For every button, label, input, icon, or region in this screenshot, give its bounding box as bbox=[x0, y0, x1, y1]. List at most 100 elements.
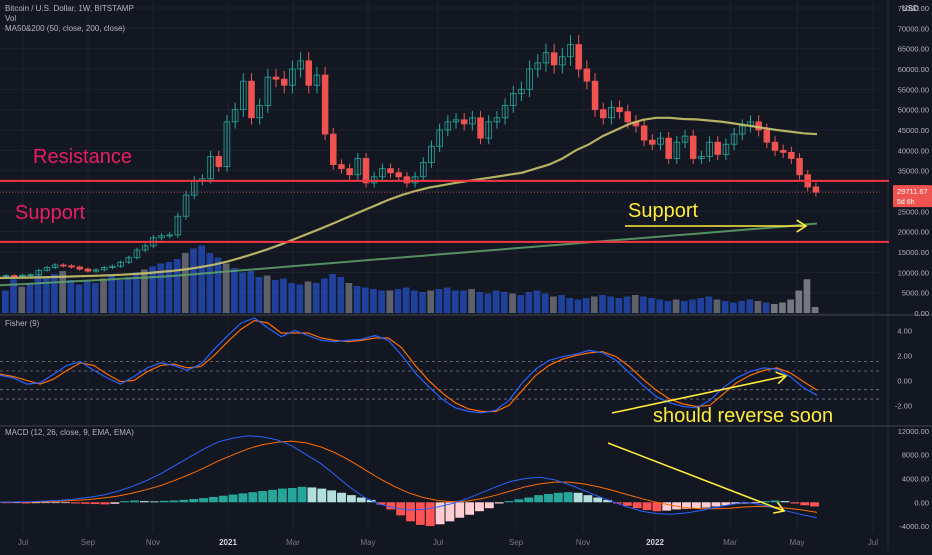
candle-body bbox=[460, 119, 468, 125]
candle-body bbox=[411, 176, 419, 184]
symbol-title: Bitcoin / U.S. Dollar, 1W, BITSTAMP bbox=[5, 4, 134, 13]
candle-body bbox=[100, 267, 108, 271]
candle-body bbox=[550, 52, 558, 66]
candle-body bbox=[109, 265, 116, 268]
price-axis[interactable]: 75000.00 70000.00 65000.00 60000.00 55000.00… bbox=[893, 4, 932, 531]
candle-body bbox=[477, 117, 484, 139]
macd-panel[interactable] bbox=[0, 435, 819, 527]
volume-bar bbox=[124, 277, 132, 313]
volume-bar bbox=[214, 257, 222, 313]
volume-bar bbox=[312, 283, 320, 313]
macd-histogram-bar bbox=[356, 497, 366, 503]
volume-bar bbox=[574, 299, 582, 313]
volume-bar bbox=[631, 295, 639, 313]
volume-bar bbox=[165, 262, 173, 313]
candle-body bbox=[133, 249, 141, 259]
volume-bar bbox=[762, 302, 770, 313]
fisher-arrow-head bbox=[775, 371, 788, 385]
volume-bar bbox=[296, 284, 304, 313]
macd-histogram-bar bbox=[100, 502, 110, 505]
candle-body bbox=[788, 151, 795, 159]
macd-histogram-bar bbox=[159, 500, 169, 503]
volume-bar bbox=[500, 292, 508, 313]
macd-histogram-bar bbox=[622, 502, 632, 506]
time-tick-label: Jul bbox=[433, 538, 443, 547]
support-annotation-left[interactable]: Support bbox=[15, 202, 85, 224]
macd-histogram-bar bbox=[711, 502, 721, 507]
volume-bar bbox=[91, 283, 99, 313]
macd-histogram-bar bbox=[780, 501, 790, 503]
volume-bar bbox=[435, 289, 443, 313]
macd-arrow[interactable] bbox=[607, 442, 785, 512]
volume-bar bbox=[664, 301, 672, 313]
candle-body bbox=[420, 162, 427, 178]
candle-body bbox=[526, 68, 533, 90]
macd-histogram-bar bbox=[346, 495, 356, 503]
candle-body bbox=[714, 141, 722, 155]
volume-bar bbox=[484, 293, 492, 313]
candle-body bbox=[428, 145, 435, 163]
volume-bar bbox=[304, 281, 312, 313]
volume-bar bbox=[34, 275, 42, 313]
volume-bar bbox=[173, 259, 181, 313]
volume-label: Vol bbox=[5, 14, 17, 23]
time-axis[interactable]: Jul Sep Nov 2021 Mar May Jul Sep Nov 2022 Mar May Ju… bbox=[18, 538, 878, 547]
candle-body bbox=[509, 93, 517, 107]
price-tick-label: 65000.00 bbox=[898, 45, 929, 54]
macd-histogram-bar bbox=[130, 500, 139, 503]
price-panel[interactable] bbox=[0, 35, 889, 313]
resistance-annotation[interactable]: Resistance bbox=[33, 146, 132, 168]
volume-bar bbox=[754, 301, 762, 313]
candle-body bbox=[297, 60, 304, 70]
ma50-line bbox=[0, 116, 818, 280]
volume-bar bbox=[222, 263, 230, 313]
candle-body bbox=[567, 44, 574, 58]
macd-histogram-bar bbox=[563, 492, 573, 503]
candle-body bbox=[215, 156, 223, 168]
candle-body bbox=[796, 158, 803, 176]
macd-histogram-bar bbox=[534, 495, 544, 503]
annotation-layer[interactable]: Resistance Support Support should reverse s… bbox=[15, 146, 833, 514]
candle-body bbox=[583, 68, 591, 82]
fisher-arrow[interactable] bbox=[611, 375, 787, 414]
macd-histogram-bar bbox=[61, 502, 70, 504]
macd-histogram-bar bbox=[90, 502, 100, 505]
fisher-annotation[interactable]: should reverse soon bbox=[653, 405, 833, 427]
candle-body bbox=[141, 245, 149, 251]
candle-body bbox=[362, 158, 370, 184]
time-tick-label: Sep bbox=[81, 538, 96, 547]
candle-body bbox=[624, 111, 632, 123]
volume-bar bbox=[443, 287, 451, 313]
volume-bar bbox=[721, 301, 729, 313]
fisher-panel[interactable] bbox=[0, 317, 880, 414]
volume-bar bbox=[10, 279, 17, 313]
volume-bar bbox=[51, 274, 58, 313]
candle-body bbox=[27, 274, 34, 277]
candle-body bbox=[575, 44, 582, 70]
volume-bar bbox=[746, 299, 754, 313]
candle-body bbox=[559, 56, 566, 66]
volume-bar bbox=[492, 290, 500, 313]
candle-body bbox=[395, 172, 402, 178]
volume-bar bbox=[525, 292, 533, 313]
macd-histogram-bar bbox=[455, 502, 465, 518]
macd-histogram-bar bbox=[475, 502, 484, 512]
support-annotation-right[interactable]: Support bbox=[628, 200, 698, 222]
macd-histogram-bar bbox=[652, 502, 662, 512]
candle-body bbox=[68, 265, 75, 268]
volume-bar bbox=[181, 253, 189, 313]
candle-body bbox=[354, 158, 362, 176]
last-price-badge[interactable] bbox=[893, 185, 932, 208]
candle-body bbox=[698, 156, 705, 159]
candle-body bbox=[289, 68, 296, 86]
volume-bar bbox=[386, 290, 394, 313]
macd-histogram-bar bbox=[721, 502, 731, 506]
price-tick-label: 45000.00 bbox=[898, 126, 929, 135]
volume-bar bbox=[779, 302, 786, 313]
candle-body bbox=[182, 194, 190, 217]
candle-body bbox=[722, 143, 730, 155]
candle-body bbox=[493, 117, 501, 123]
volume-bar bbox=[582, 298, 590, 313]
